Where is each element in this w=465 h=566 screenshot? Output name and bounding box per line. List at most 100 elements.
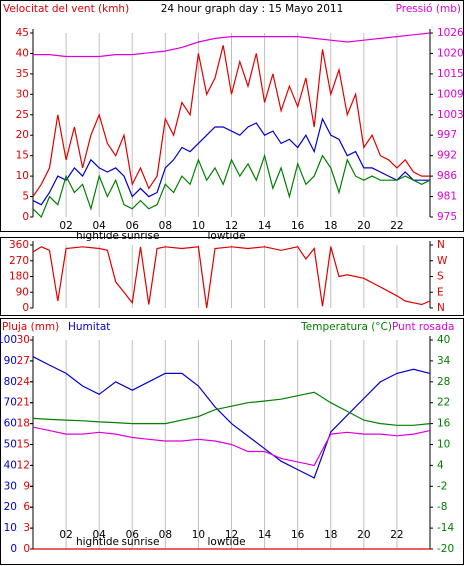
y2-axis-label: Pressió (mb): [396, 3, 461, 15]
tick-label: 1026: [437, 27, 464, 39]
tick-label: 4: [437, 459, 444, 471]
series-line: [32, 426, 431, 467]
legend-label: Pluja (mm): [2, 321, 59, 333]
panel-frame: [0, 318, 464, 565]
tick-label: 25: [16, 109, 29, 121]
tick-label: N: [437, 302, 445, 314]
x-tick-label: 14: [258, 529, 272, 541]
series-line: [32, 356, 431, 479]
tick-label: 50: [4, 439, 17, 451]
tick-label: 27: [17, 355, 30, 367]
x-tick-label: 04: [92, 220, 106, 232]
tick-label: 35: [16, 68, 29, 80]
tick-label: 18: [17, 418, 30, 430]
tick-label: -20: [437, 543, 454, 555]
tick-label: 1003: [437, 109, 464, 121]
tick-label: 70: [4, 397, 17, 409]
series-line: [32, 117, 430, 206]
tick-label: 10: [4, 522, 17, 534]
x-tick-label: 12: [225, 529, 238, 541]
x-tick-label: 02: [59, 220, 72, 232]
tick-label: 6: [23, 501, 30, 513]
x-tick-label: 22: [390, 220, 403, 232]
tick-label: 981: [437, 191, 457, 203]
x-tick-label: 20: [357, 220, 370, 232]
x-tick-label: 18: [324, 529, 337, 541]
x-tick-label: 10: [192, 220, 205, 232]
tick-label: -2: [437, 480, 447, 492]
x-tick-label: 22: [390, 529, 403, 541]
x-tick-label: 16: [291, 220, 305, 232]
x-tick-label: 16: [291, 529, 305, 541]
x-tick-label: 12: [225, 220, 238, 232]
annotation: sunrise: [122, 536, 160, 548]
tick-label: 9: [23, 480, 30, 492]
x-tick-label: 14: [258, 220, 272, 232]
tick-label: 270: [9, 255, 29, 267]
tick-label: 997: [437, 129, 457, 141]
tick-label: 15: [17, 439, 30, 451]
tick-label: 15: [16, 150, 29, 162]
tick-label: E: [437, 286, 444, 298]
tick-label: 40: [16, 47, 29, 59]
chart-title: 24 hour graph day : 15 Mayo 2011: [161, 3, 344, 15]
tick-label: 34: [437, 355, 451, 367]
annotation: hightide: [76, 536, 119, 548]
tick-label: 0: [10, 543, 17, 555]
tick-label: 5: [22, 191, 29, 203]
panel-frame: [0, 0, 464, 232]
tick-label: 1015: [437, 68, 464, 80]
series-line: [32, 153, 431, 219]
tick-label: N: [437, 239, 445, 251]
y-axis-label: Velocitat del vent (kmh): [3, 3, 129, 15]
tick-label: 90: [4, 355, 17, 367]
x-tick-label: 08: [159, 529, 172, 541]
tick-label: -8: [437, 501, 447, 513]
legend-label: Punt rosada: [392, 321, 454, 333]
legend-label: Temperatura (°C): [300, 321, 392, 333]
tick-label: 0: [22, 211, 29, 223]
tick-label: 90: [16, 286, 29, 298]
x-tick-label: 02: [59, 529, 72, 541]
tick-label: 30: [4, 480, 17, 492]
tick-label: 30: [17, 334, 30, 346]
tick-label: 22: [437, 397, 450, 409]
x-tick-label: 20: [357, 529, 370, 541]
tick-label: 10: [16, 170, 29, 182]
tick-label: 20: [16, 129, 29, 141]
tick-label: S: [437, 271, 444, 283]
tick-label: 180: [9, 271, 29, 283]
tick-label: 986: [437, 170, 457, 182]
x-tick-label: 06: [126, 220, 140, 232]
tick-label: 28: [437, 376, 450, 388]
tick-label: 1009: [437, 88, 464, 100]
series-line: [32, 45, 430, 197]
tick-label: 60: [4, 418, 17, 430]
tick-label: 80: [4, 376, 17, 388]
tick-label: 30: [16, 88, 29, 100]
annotation: sunrise: [122, 230, 160, 242]
tick-label: 100: [0, 334, 17, 346]
tick-label: 20: [4, 501, 17, 513]
tick-label: 45: [16, 27, 29, 39]
tick-label: 12: [17, 459, 30, 471]
tick-label: 24: [17, 376, 31, 388]
annotation: hightide: [76, 230, 119, 242]
annotation: lowtide: [207, 230, 245, 242]
tick-label: 992: [437, 150, 457, 162]
tick-label: 40: [437, 334, 450, 346]
tick-label: 360: [9, 239, 29, 251]
series-line: [33, 32, 431, 58]
tick-label: 3: [23, 522, 30, 534]
series-line: [32, 246, 431, 309]
tick-label: 10: [437, 439, 450, 451]
annotation: lowtide: [207, 536, 245, 548]
x-tick-label: 04: [92, 529, 106, 541]
tick-label: -14: [437, 522, 454, 534]
series-line: [32, 391, 431, 426]
tick-label: W: [437, 255, 448, 267]
x-tick-label: 10: [192, 529, 205, 541]
x-tick-label: 08: [159, 220, 172, 232]
panel-frame: [0, 237, 464, 316]
